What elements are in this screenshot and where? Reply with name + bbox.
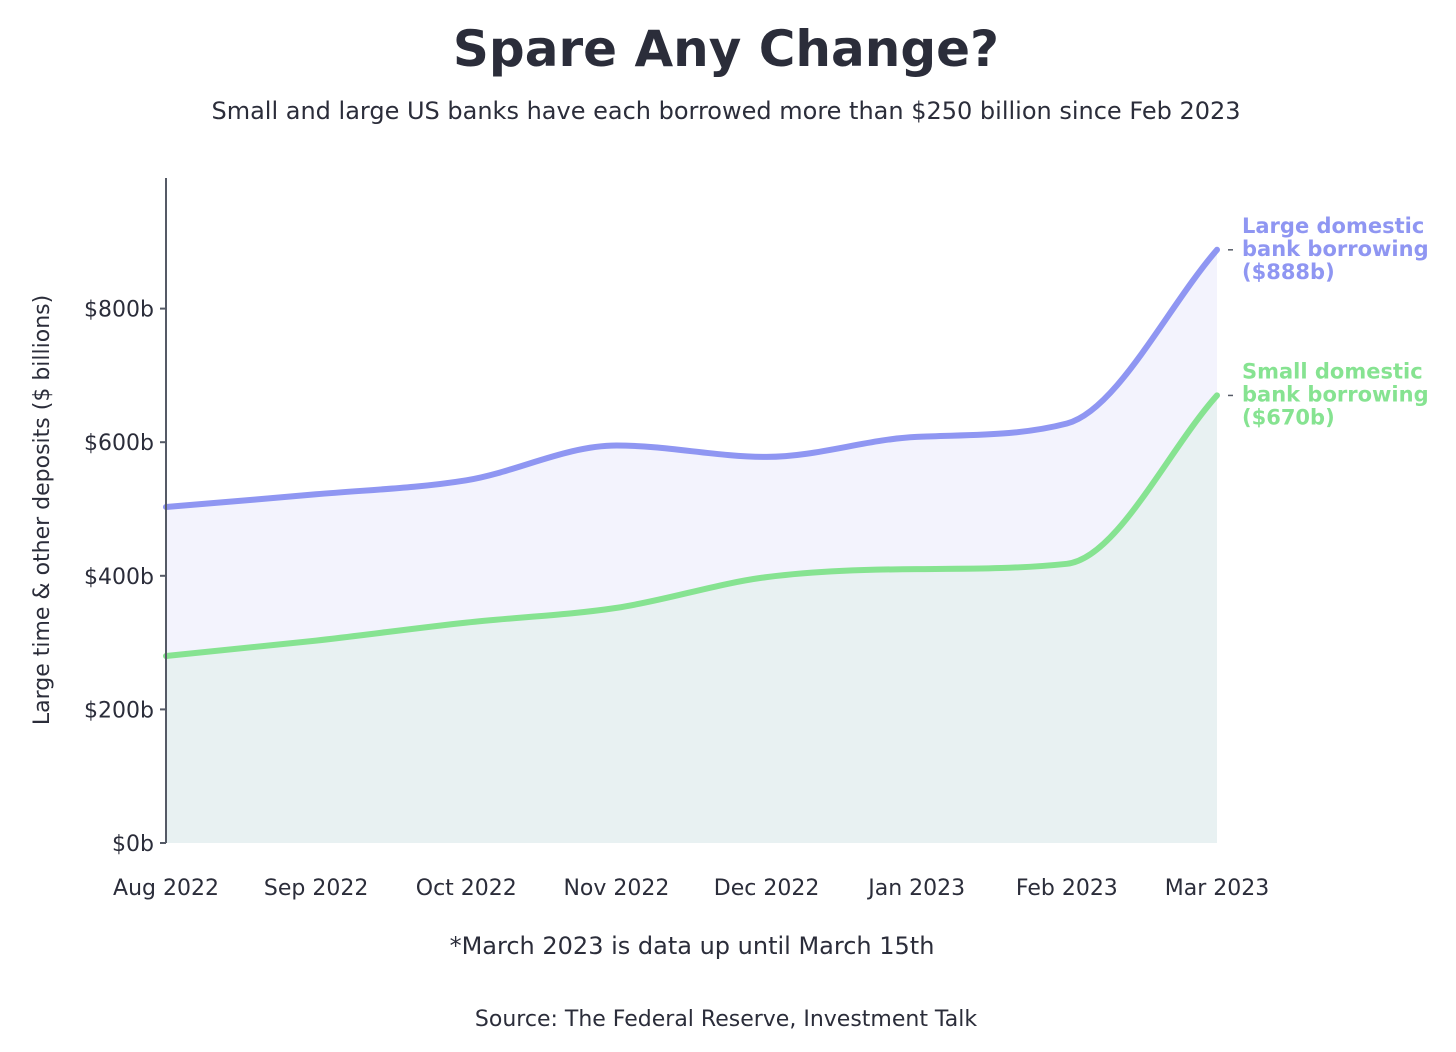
- x-tick-label: Mar 2023: [1165, 876, 1270, 901]
- y-axis-title: Large time & other deposits ($ billions): [30, 295, 55, 725]
- y-tick-label: $0b: [112, 832, 154, 857]
- y-tick-label: $800b: [84, 298, 154, 323]
- source-credit: Source: The Federal Reserve, Investment …: [475, 1007, 977, 1032]
- x-tick-label: Oct 2022: [416, 876, 517, 901]
- series-area-1: [166, 395, 1217, 843]
- footnote: *March 2023 is data up until March 15th: [450, 932, 935, 960]
- series-line-0: [163, 246, 1220, 510]
- x-tick-label: Jan 2023: [866, 876, 965, 901]
- plot-lines: [163, 246, 1220, 659]
- chart-title: Spare Any Change?: [453, 20, 999, 78]
- x-tick-label: Dec 2022: [714, 876, 820, 901]
- x-ticks: Aug 2022 Sep 2022 Oct 2022 Nov 2022 Dec 2022…: [113, 876, 1269, 901]
- x-tick-label: Aug 2022: [113, 876, 219, 901]
- chart-subtitle: Small and large US banks have each borro…: [211, 97, 1240, 125]
- y-tick-label: $400b: [84, 565, 154, 590]
- y-ticks: $0b $200b $400b $600b $800b: [84, 298, 166, 857]
- series-label-1-line-1: bank borrowing: [1242, 382, 1429, 406]
- series-label-0-line-1: bank borrowing: [1242, 237, 1429, 261]
- y-tick-label: $600b: [84, 431, 154, 456]
- series-label-1-line-2: ($670b): [1242, 405, 1335, 429]
- y-tick-label: $200b: [84, 698, 154, 723]
- plot-areas: [166, 249, 1217, 844]
- series-label-0-line-2: ($888b): [1242, 260, 1335, 284]
- x-tick-label: Feb 2023: [1016, 876, 1118, 901]
- series-label-0-line-0: Large domestic: [1242, 214, 1424, 238]
- series-label-1-line-0: Small domestic: [1242, 359, 1423, 383]
- x-tick-label: Nov 2022: [563, 876, 669, 901]
- x-tick-label: Sep 2022: [264, 876, 368, 901]
- series-line-1: [163, 392, 1220, 659]
